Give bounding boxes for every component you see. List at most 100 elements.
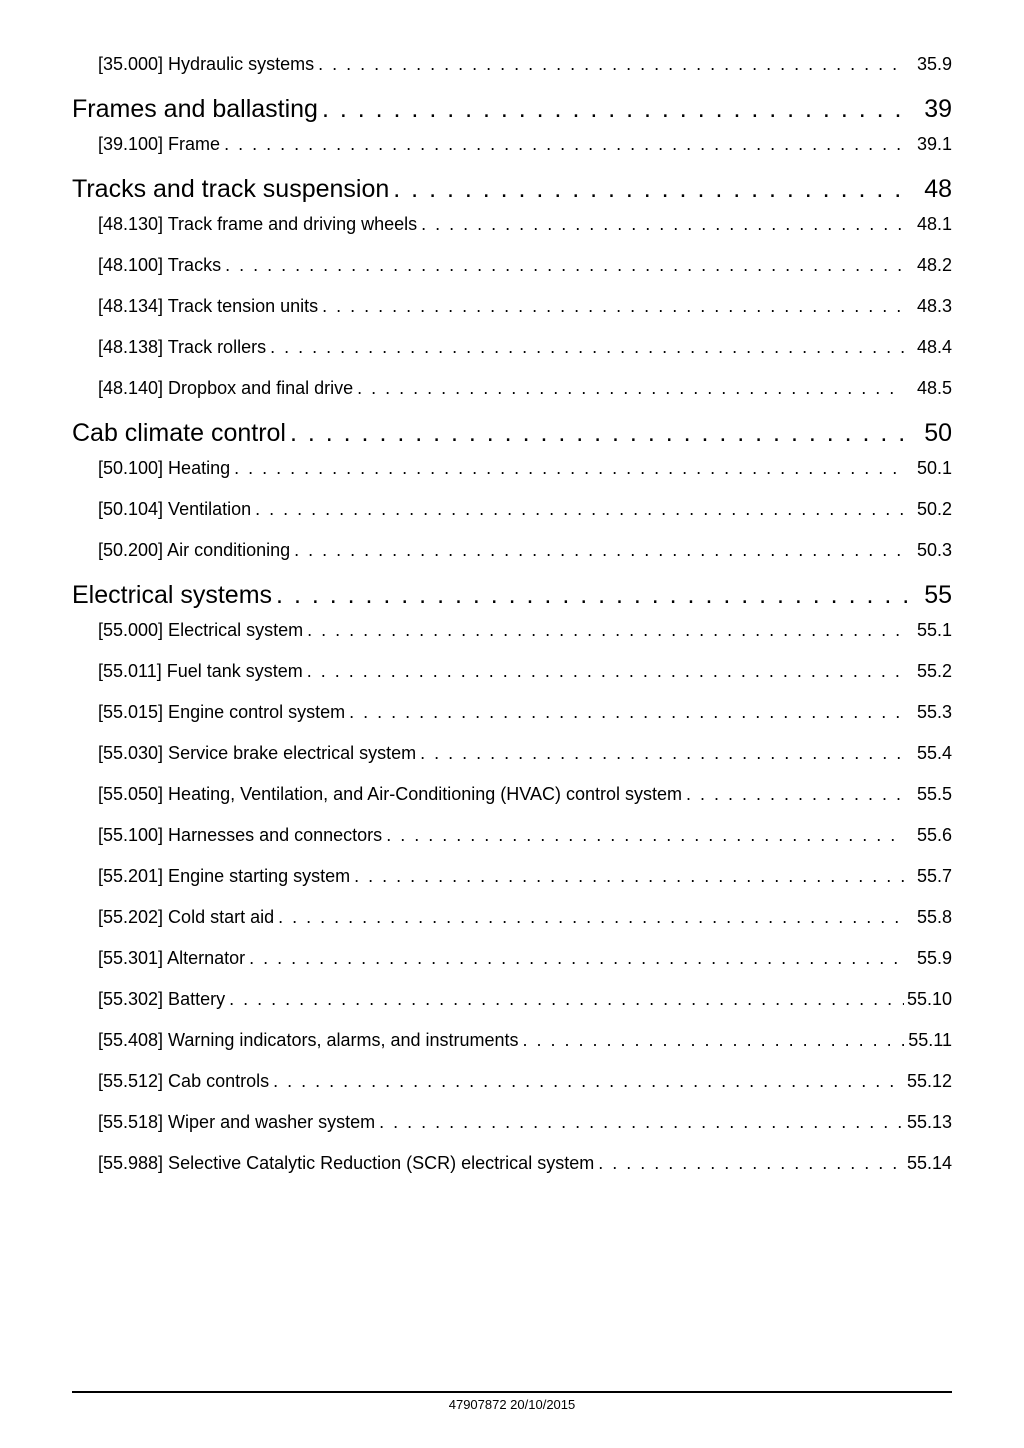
toc-leader-dots: . . . . . . . . . . . . . . . . . . . . …: [230, 458, 904, 479]
toc-leader-dots: . . . . . . . . . . . . . . . . . . . . …: [272, 581, 910, 610]
toc-label: Cab climate control: [72, 419, 286, 448]
toc-subentry: [55.512] Cab controls. . . . . . . . . .…: [72, 1071, 952, 1092]
toc-subentry: [48.134] Track tension units. . . . . . …: [72, 296, 952, 317]
toc-subentry: [55.518] Wiper and washer system. . . . …: [72, 1112, 952, 1133]
toc-label: [55.050] Heating, Ventilation, and Air-C…: [98, 784, 682, 805]
toc-subentry: [48.140] Dropbox and final drive. . . . …: [72, 378, 952, 399]
toc-section: Tracks and track suspension. . . . . . .…: [72, 175, 952, 204]
toc-leader-dots: . . . . . . . . . . . . . . . . . . . . …: [353, 378, 904, 399]
toc-subentry: [35.000] Hydraulic systems. . . . . . . …: [72, 54, 952, 75]
toc-leader-dots: . . . . . . . . . . . . . . . . . . . . …: [682, 784, 904, 805]
toc-label: Tracks and track suspension: [72, 175, 389, 204]
toc-page-number: 55.4: [904, 743, 952, 764]
toc-label: [48.100] Tracks: [98, 255, 221, 276]
toc-subentry: [55.988] Selective Catalytic Reduction (…: [72, 1153, 952, 1174]
toc-section: Cab climate control. . . . . . . . . . .…: [72, 419, 952, 448]
toc-label: [55.301] Alternator: [98, 948, 245, 969]
toc-leader-dots: . . . . . . . . . . . . . . . . . . . . …: [225, 989, 904, 1010]
toc-page-number: 55.9: [904, 948, 952, 969]
toc-label: [48.134] Track tension units: [98, 296, 318, 317]
toc-leader-dots: . . . . . . . . . . . . . . . . . . . . …: [303, 620, 904, 641]
toc-subentry: [55.000] Electrical system. . . . . . . …: [72, 620, 952, 641]
toc-leader-dots: . . . . . . . . . . . . . . . . . . . . …: [314, 54, 904, 75]
toc-subentry: [55.301] Alternator. . . . . . . . . . .…: [72, 948, 952, 969]
toc-label: [55.512] Cab controls: [98, 1071, 269, 1092]
toc-subentry: [55.050] Heating, Ventilation, and Air-C…: [72, 784, 952, 805]
toc-leader-dots: . . . . . . . . . . . . . . . . . . . . …: [290, 540, 904, 561]
toc-leader-dots: . . . . . . . . . . . . . . . . . . . . …: [303, 661, 904, 682]
toc-section: Frames and ballasting. . . . . . . . . .…: [72, 95, 952, 124]
toc-page-number: 48: [910, 175, 952, 204]
toc-leader-dots: . . . . . . . . . . . . . . . . . . . . …: [416, 743, 904, 764]
toc-page-number: 50.1: [904, 458, 952, 479]
toc-leader-dots: . . . . . . . . . . . . . . . . . . . . …: [221, 255, 904, 276]
toc-label: [55.030] Service brake electrical system: [98, 743, 416, 764]
toc-subentry: [50.104] Ventilation. . . . . . . . . . …: [72, 499, 952, 520]
toc-section: Electrical systems. . . . . . . . . . . …: [72, 581, 952, 610]
toc-page-number: 55.3: [904, 702, 952, 723]
toc-leader-dots: . . . . . . . . . . . . . . . . . . . . …: [220, 134, 904, 155]
toc-page-number: 55.1: [904, 620, 952, 641]
toc-page-number: 55.7: [904, 866, 952, 887]
toc-leader-dots: . . . . . . . . . . . . . . . . . . . . …: [389, 175, 910, 204]
toc-page-number: 55.8: [904, 907, 952, 928]
toc-page-number: 55.14: [904, 1153, 952, 1174]
table-of-contents: [35.000] Hydraulic systems. . . . . . . …: [72, 54, 952, 1174]
toc-page-number: 50: [910, 419, 952, 448]
toc-subentry: [48.100] Tracks. . . . . . . . . . . . .…: [72, 255, 952, 276]
toc-leader-dots: . . . . . . . . . . . . . . . . . . . . …: [594, 1153, 904, 1174]
toc-label: [55.518] Wiper and washer system: [98, 1112, 375, 1133]
toc-leader-dots: . . . . . . . . . . . . . . . . . . . . …: [350, 866, 904, 887]
toc-page-number: 55.5: [904, 784, 952, 805]
toc-label: [55.000] Electrical system: [98, 620, 303, 641]
toc-page-number: 55: [910, 581, 952, 610]
toc-subentry: [50.100] Heating. . . . . . . . . . . . …: [72, 458, 952, 479]
toc-leader-dots: . . . . . . . . . . . . . . . . . . . . …: [269, 1071, 904, 1092]
toc-page-number: 55.10: [904, 989, 952, 1010]
toc-label: [55.201] Engine starting system: [98, 866, 350, 887]
toc-label: Electrical systems: [72, 581, 272, 610]
toc-page-number: 55.12: [904, 1071, 952, 1092]
toc-leader-dots: . . . . . . . . . . . . . . . . . . . . …: [266, 337, 904, 358]
toc-page-number: 35.9: [904, 54, 952, 75]
toc-label: [50.100] Heating: [98, 458, 230, 479]
toc-page-number: 55.2: [904, 661, 952, 682]
toc-label: [48.140] Dropbox and final drive: [98, 378, 353, 399]
toc-page-number: 55.13: [904, 1112, 952, 1133]
toc-page-number: 50.2: [904, 499, 952, 520]
toc-label: [39.100] Frame: [98, 134, 220, 155]
toc-label: [48.130] Track frame and driving wheels: [98, 214, 417, 235]
toc-label: [55.302] Battery: [98, 989, 225, 1010]
toc-subentry: [55.202] Cold start aid. . . . . . . . .…: [72, 907, 952, 928]
toc-subentry: [55.030] Service brake electrical system…: [72, 743, 952, 764]
toc-label: [48.138] Track rollers: [98, 337, 266, 358]
toc-leader-dots: . . . . . . . . . . . . . . . . . . . . …: [318, 296, 904, 317]
toc-label: Frames and ballasting: [72, 95, 318, 124]
toc-subentry: [55.408] Warning indicators, alarms, and…: [72, 1030, 952, 1051]
toc-subentry: [55.100] Harnesses and connectors. . . .…: [72, 825, 952, 846]
toc-subentry: [48.138] Track rollers. . . . . . . . . …: [72, 337, 952, 358]
toc-leader-dots: . . . . . . . . . . . . . . . . . . . . …: [375, 1112, 904, 1133]
toc-leader-dots: . . . . . . . . . . . . . . . . . . . . …: [274, 907, 904, 928]
toc-label: [55.100] Harnesses and connectors: [98, 825, 382, 846]
toc-page-number: 48.2: [904, 255, 952, 276]
footer-text: 47907872 20/10/2015: [72, 1397, 952, 1412]
toc-page-number: 48.1: [904, 214, 952, 235]
toc-leader-dots: . . . . . . . . . . . . . . . . . . . . …: [318, 95, 910, 124]
toc-label: [50.104] Ventilation: [98, 499, 251, 520]
footer-rule: [72, 1391, 952, 1393]
toc-leader-dots: . . . . . . . . . . . . . . . . . . . . …: [286, 419, 910, 448]
toc-subentry: [55.011] Fuel tank system. . . . . . . .…: [72, 661, 952, 682]
toc-label: [55.011] Fuel tank system: [98, 661, 303, 682]
toc-label: [55.408] Warning indicators, alarms, and…: [98, 1030, 519, 1051]
toc-label: [50.200] Air conditioning: [98, 540, 290, 561]
page-footer: 47907872 20/10/2015: [72, 1391, 952, 1412]
toc-page-number: 55.11: [904, 1030, 952, 1051]
toc-page-number: 39.1: [904, 134, 952, 155]
toc-label: [35.000] Hydraulic systems: [98, 54, 314, 75]
toc-subentry: [55.015] Engine control system. . . . . …: [72, 702, 952, 723]
toc-page-number: 55.6: [904, 825, 952, 846]
toc-leader-dots: . . . . . . . . . . . . . . . . . . . . …: [251, 499, 904, 520]
toc-label: [55.015] Engine control system: [98, 702, 345, 723]
toc-subentry: [50.200] Air conditioning. . . . . . . .…: [72, 540, 952, 561]
